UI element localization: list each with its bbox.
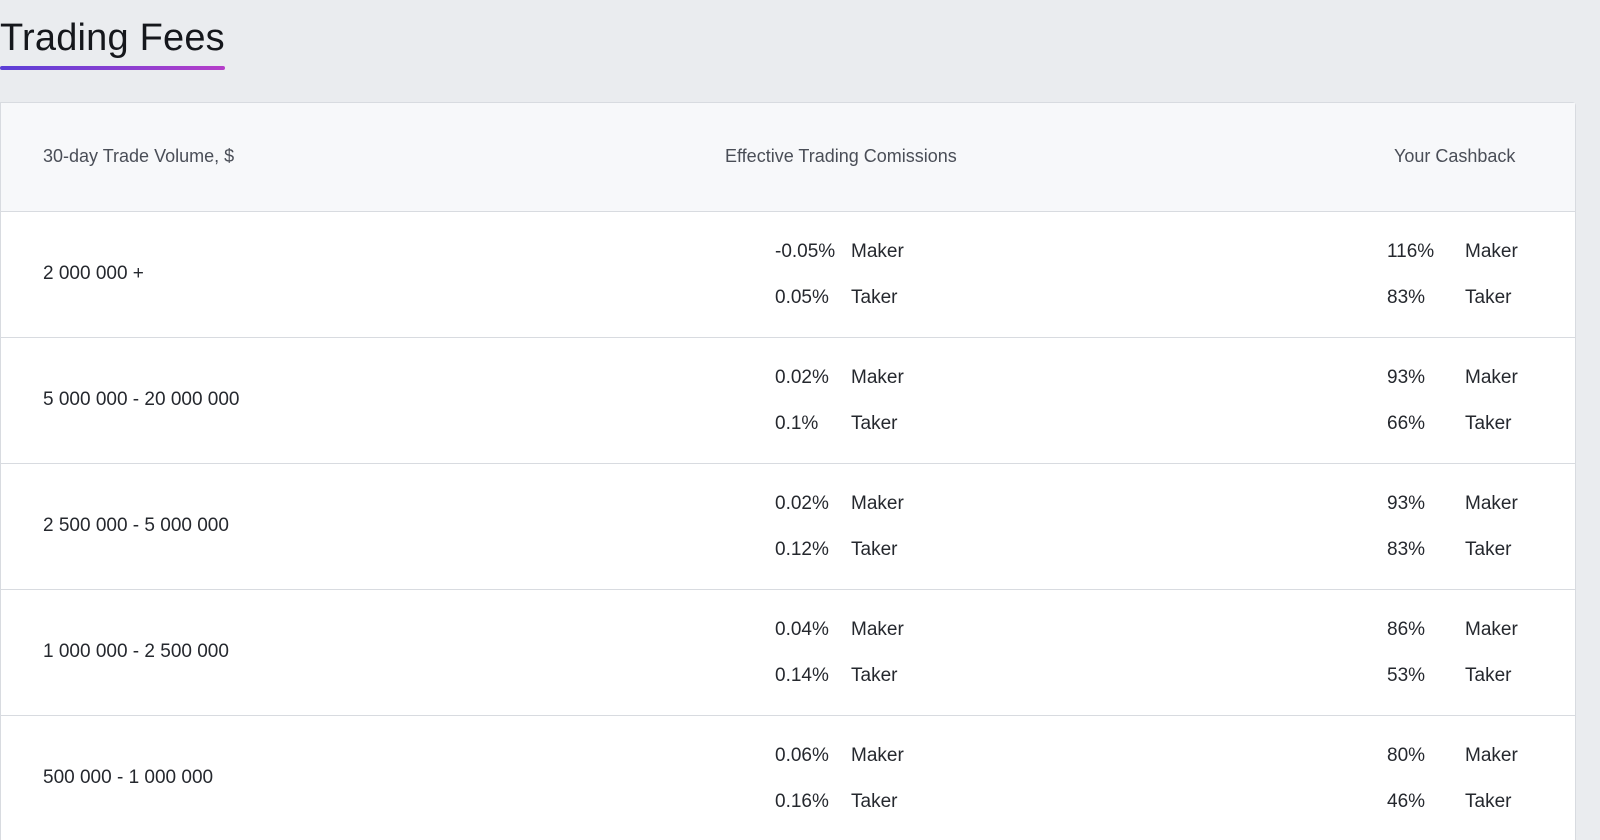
cashback-taker-label: Taker: [1465, 413, 1512, 434]
cashback-maker-value: 93%: [1387, 493, 1426, 514]
commission-maker-label: Maker: [851, 367, 904, 388]
commission-taker-label: Taker: [851, 413, 898, 434]
commission-taker-label: Taker: [851, 539, 898, 560]
commission-maker-label: Maker: [851, 619, 904, 640]
commission-maker-value: 0.06%: [775, 745, 829, 766]
cashback-maker-value: 86%: [1387, 619, 1426, 640]
commission-taker-label: Taker: [851, 791, 898, 812]
commission-taker-value: 0.05%: [775, 287, 829, 308]
commission-maker-value: -0.05%: [775, 241, 836, 262]
page-title-block: Trading Fees: [0, 12, 225, 70]
header-cashback: Your Cashback: [1394, 146, 1516, 166]
cashback-taker-value: 46%: [1387, 791, 1426, 812]
commission-taker-label: Taker: [851, 287, 898, 308]
table-row: 1 000 000 - 2 500 000 0.04% Maker 0.14% …: [1, 590, 1575, 716]
commission-maker-value: 0.04%: [775, 619, 829, 640]
cashback-maker-label: Maker: [1465, 493, 1518, 514]
commission-taker-value: 0.16%: [775, 791, 829, 812]
cashback-taker-value: 53%: [1387, 665, 1426, 686]
header-trading-commissions: Effective Trading Comissions: [725, 146, 957, 166]
commission-maker-value: 0.02%: [775, 493, 829, 514]
commission-taker-label: Taker: [851, 665, 898, 686]
cashback-taker-label: Taker: [1465, 791, 1512, 812]
title-underline: [0, 66, 225, 70]
table-row: 2 000 000 + -0.05% Maker 0.05% Taker 116…: [1, 212, 1575, 338]
page-title: Trading Fees: [0, 17, 225, 59]
commission-taker-value: 0.14%: [775, 665, 829, 686]
cashback-maker-label: Maker: [1465, 745, 1518, 766]
cashback-taker-value: 83%: [1387, 539, 1426, 560]
commission-maker-label: Maker: [851, 745, 904, 766]
volume-cell: 2 000 000 +: [43, 263, 144, 284]
table-row: 500 000 - 1 000 000 0.06% Maker 0.16% Ta…: [1, 716, 1575, 840]
cashback-maker-value: 80%: [1387, 745, 1426, 766]
header-trade-volume: 30-day Trade Volume, $: [43, 146, 235, 166]
volume-cell: 500 000 - 1 000 000: [43, 767, 214, 788]
cashback-maker-label: Maker: [1465, 241, 1518, 262]
volume-cell: 2 500 000 - 5 000 000: [43, 515, 229, 536]
commission-taker-value: 0.1%: [775, 413, 819, 434]
fee-table: 30-day Trade Volume, $ Effective Trading…: [0, 102, 1576, 840]
volume-cell: 5 000 000 - 20 000 000: [43, 389, 240, 410]
commission-maker-label: Maker: [851, 241, 904, 262]
cashback-maker-value: 93%: [1387, 367, 1426, 388]
commission-taker-value: 0.12%: [775, 539, 829, 560]
cashback-taker-label: Taker: [1465, 665, 1512, 686]
commission-maker-label: Maker: [851, 493, 904, 514]
cashback-taker-value: 66%: [1387, 413, 1426, 434]
table-header: 30-day Trade Volume, $ Effective Trading…: [1, 103, 1575, 212]
volume-cell: 1 000 000 - 2 500 000: [43, 641, 229, 662]
commission-maker-value: 0.02%: [775, 367, 829, 388]
cashback-taker-value: 83%: [1387, 287, 1426, 308]
cashback-maker-label: Maker: [1465, 367, 1518, 388]
cashback-maker-label: Maker: [1465, 619, 1518, 640]
table-row: 5 000 000 - 20 000 000 0.02% Maker 0.1% …: [1, 338, 1575, 464]
cashback-taker-label: Taker: [1465, 539, 1512, 560]
table-row: 2 500 000 - 5 000 000 0.02% Maker 0.12% …: [1, 464, 1575, 590]
cashback-taker-label: Taker: [1465, 287, 1512, 308]
cashback-maker-value: 116%: [1387, 241, 1435, 262]
